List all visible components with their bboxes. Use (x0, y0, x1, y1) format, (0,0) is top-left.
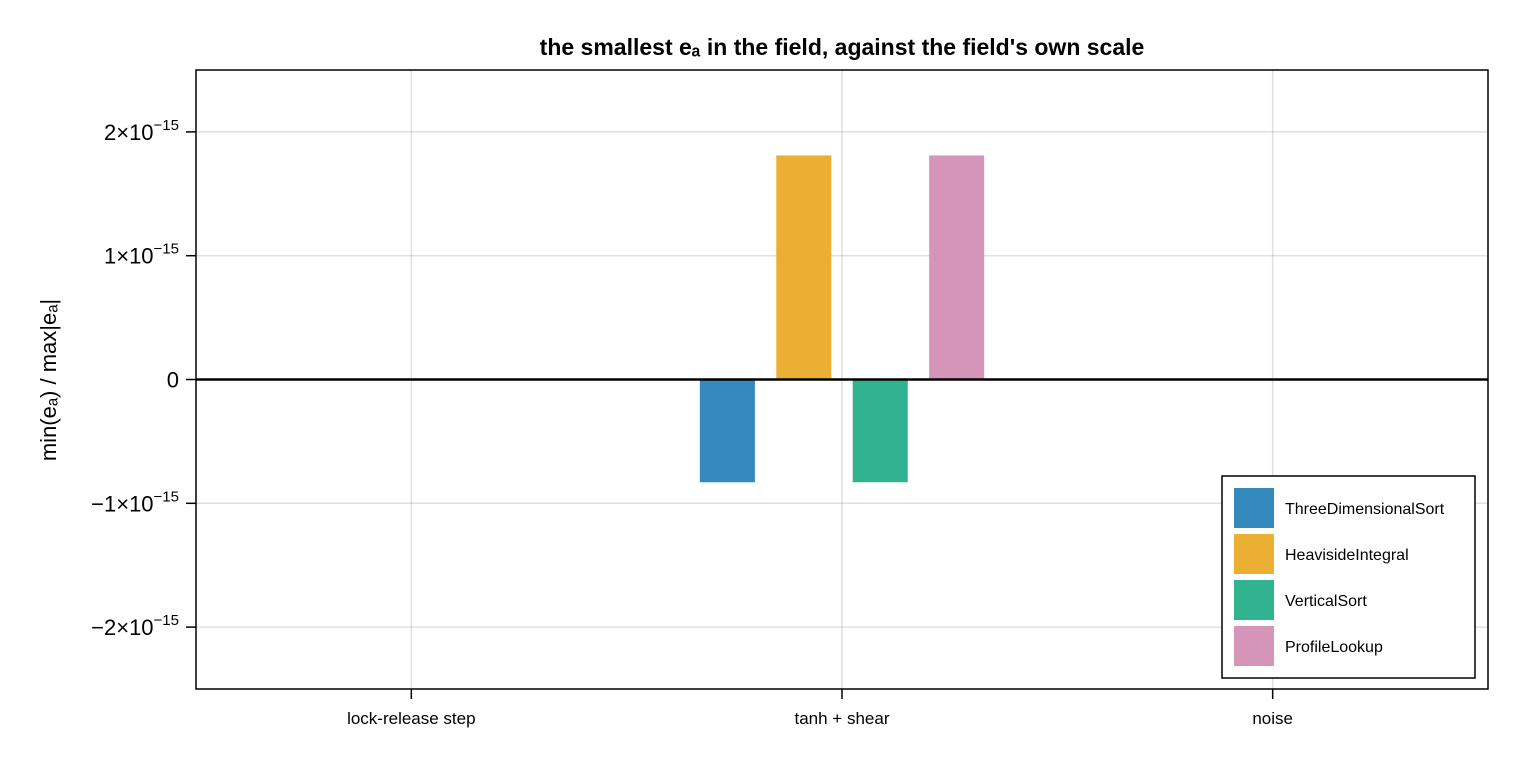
bars (699, 155, 985, 483)
y-ticks: −2×10−15 −1×10−15 0 1×10−15 2×10−15 (91, 117, 196, 640)
legend: ThreeDimensionalSort HeavisideIntegral Ver… (1221, 475, 1476, 679)
legend-label-ProfileLookup: ProfileLookup (1285, 639, 1383, 656)
x-tick-label-2: noise (1252, 709, 1293, 728)
legend-swatch-ThreeDimensionalSort (1234, 488, 1274, 528)
legend-label-HeavisideIntegral: HeavisideIntegral (1285, 547, 1409, 564)
y-tick-label-3: 1×10−15 (104, 241, 179, 269)
y-tick-label-0: −2×10−15 (91, 612, 179, 640)
x-tick-label-1: tanh + shear (795, 709, 890, 728)
legend-label-VerticalSort: VerticalSort (1285, 593, 1367, 610)
y-tick-label-1: −1×10−15 (91, 488, 179, 516)
bar-HeavisideIntegral-1 (776, 155, 832, 380)
chart-title: the smallest eₐ in the field, against th… (540, 34, 1145, 60)
y-tick-label-2: 0 (167, 368, 179, 393)
x-tick-label-0: lock-release step (347, 709, 476, 728)
x-ticks: lock-release step tanh + shear noise (347, 689, 1293, 728)
bar-VerticalSort-1 (852, 379, 908, 483)
legend-swatch-ProfileLookup (1234, 626, 1274, 666)
legend-swatch-HeavisideIntegral (1234, 534, 1274, 574)
y-axis-label: min(eₐ) / max|eₐ| (36, 299, 61, 461)
bar-ProfileLookup-1 (929, 155, 985, 380)
bar-ThreeDimensionalSort-1 (699, 379, 755, 483)
legend-swatch-VerticalSort (1234, 580, 1274, 620)
legend-label-ThreeDimensionalSort: ThreeDimensionalSort (1285, 501, 1445, 518)
y-tick-label-4: 2×10−15 (104, 117, 179, 145)
